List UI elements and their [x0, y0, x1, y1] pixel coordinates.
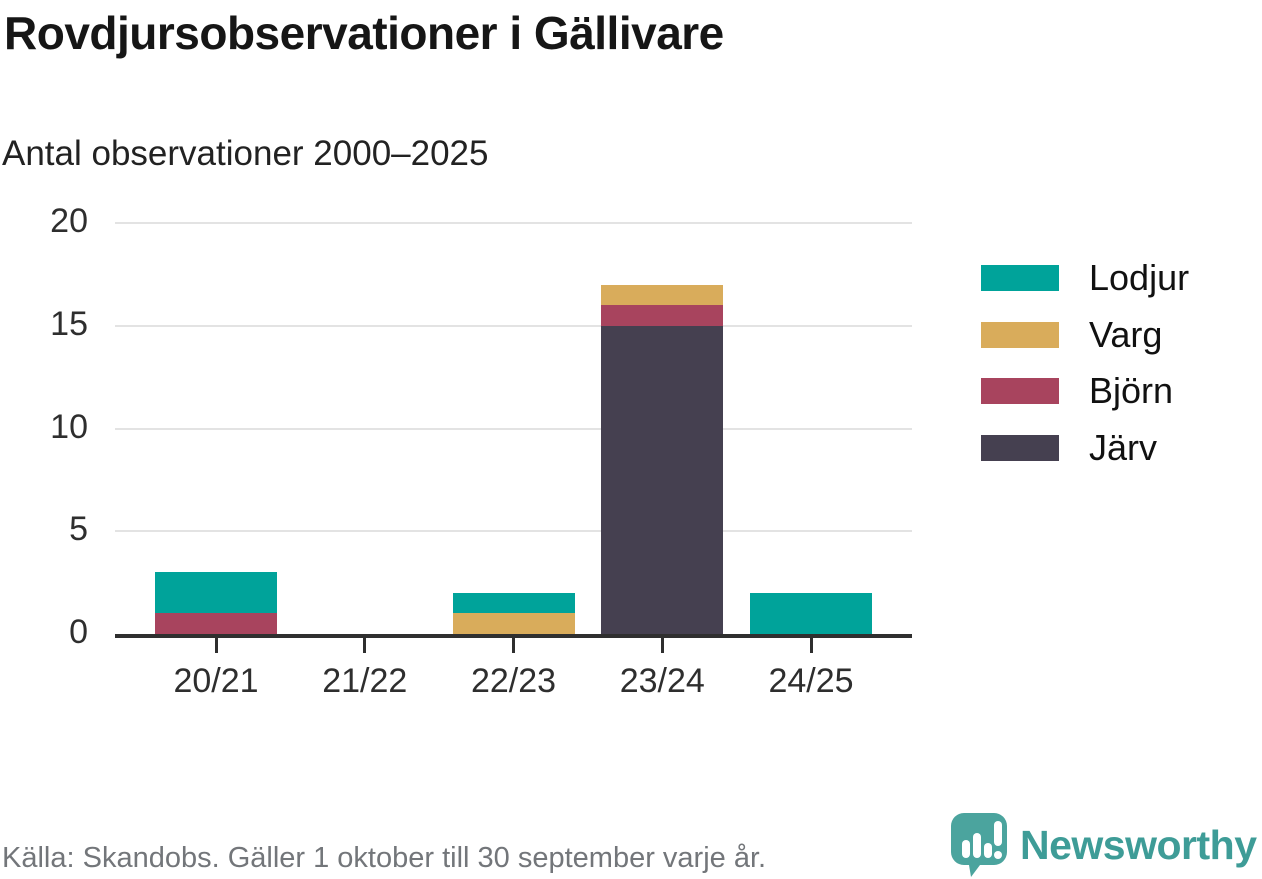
x-tick — [214, 638, 218, 653]
legend-label: Lodjur — [1089, 257, 1190, 298]
chart-title: Rovdjursobservationer i Gällivare — [4, 7, 724, 59]
bar-23-24-varg — [601, 284, 724, 306]
y-tick-label: 0 — [69, 613, 88, 651]
x-tick — [363, 638, 367, 653]
legend-label: Järv — [1089, 427, 1158, 469]
bar-22-23-varg — [452, 613, 575, 634]
x-tick-label: 23/24 — [619, 662, 705, 700]
y-tick-label: 20 — [50, 202, 88, 240]
x-tick — [809, 638, 813, 653]
legend-item-varg: Varg — [981, 313, 1163, 355]
source-note: Källa: Skandobs. Gäller 1 oktober till 3… — [2, 842, 767, 874]
legend-item-lodjur: Lodjur — [981, 257, 1190, 298]
x-axis-line — [115, 634, 912, 638]
y-tick-label: 15 — [50, 304, 88, 343]
brand-logo: Newsworthy — [950, 812, 1257, 878]
bar-23-24-järv — [601, 325, 724, 634]
x-tick — [512, 638, 515, 653]
x-tick-label: 22/23 — [470, 662, 557, 700]
y-tick-label: 10 — [50, 407, 88, 446]
gridline-y-5 — [115, 530, 912, 533]
gridline-y-10 — [115, 427, 912, 430]
bar-23-24-björn — [601, 305, 724, 326]
legend-label: Björn — [1089, 370, 1174, 412]
bar-20-21-björn — [155, 613, 277, 634]
legend-swatch-järv — [981, 435, 1059, 462]
chart-subtitle: Antal observationer 2000–2025 — [2, 134, 489, 173]
y-tick-label: 5 — [69, 510, 88, 549]
x-tick — [660, 638, 664, 653]
legend-label: Varg — [1089, 313, 1163, 355]
newsworthy-logo-icon — [951, 813, 1007, 877]
bar-20-21-lodjur — [155, 572, 277, 614]
bar-24-25-lodjur — [750, 592, 872, 634]
legend-swatch-varg — [981, 321, 1059, 348]
bar-22-23-lodjur — [452, 592, 575, 614]
x-tick-label: 20/21 — [173, 662, 259, 700]
brand-name: Newsworthy — [1020, 821, 1257, 868]
gridline-y-15 — [115, 324, 912, 327]
x-tick-label: 24/25 — [768, 662, 854, 700]
gridline-y-20 — [115, 222, 912, 224]
legend-swatch-björn — [981, 378, 1059, 405]
legend-swatch-lodjur — [981, 265, 1059, 291]
x-tick-label: 21/22 — [322, 662, 408, 700]
legend-item-björn: Björn — [981, 370, 1174, 412]
legend-item-järv: Järv — [981, 427, 1158, 469]
